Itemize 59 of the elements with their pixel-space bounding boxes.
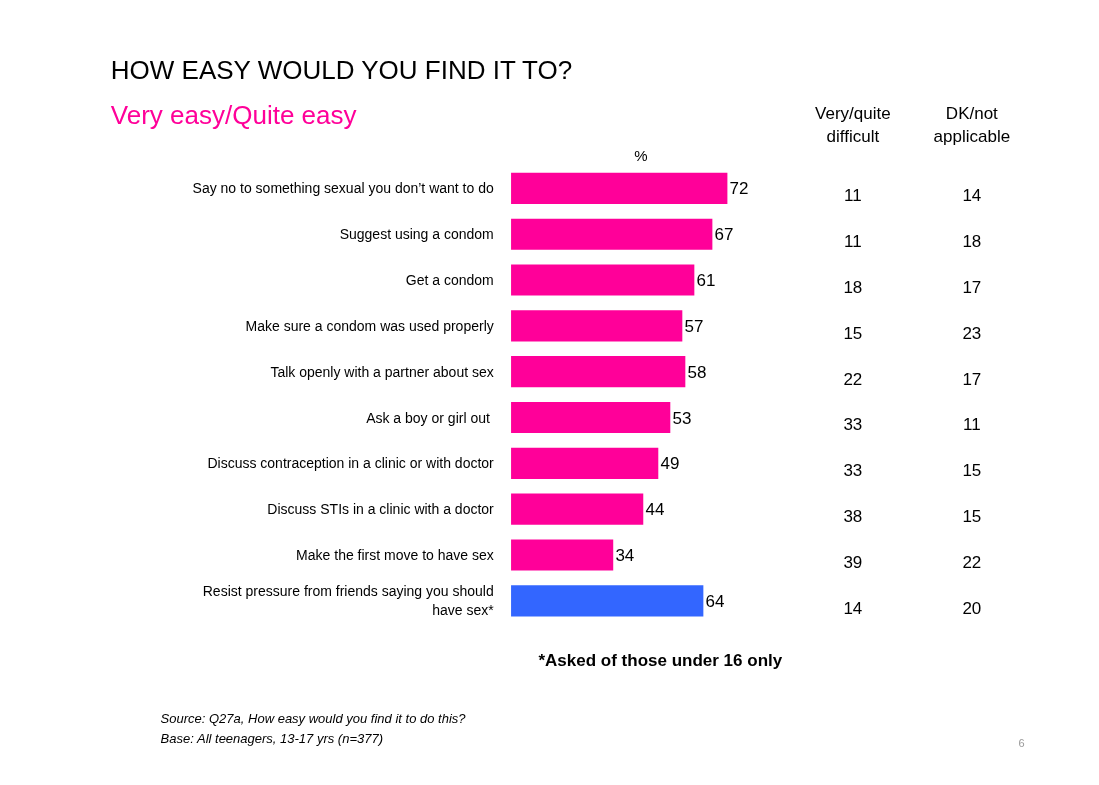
text: 23 — [962, 323, 982, 343]
text: 22 — [843, 369, 863, 389]
text: 11 — [963, 415, 981, 435]
text: DK/not applicable — [933, 104, 1011, 147]
chart-title: HOW EASY WOULD YOU FIND IT TO? — [110, 55, 573, 86]
text: 14 — [843, 598, 863, 618]
data-label: 72 — [729, 179, 749, 199]
text: 18 — [962, 232, 982, 252]
y-tick-label: Say no to something sexual you don’t want to do — [192, 180, 494, 197]
y-tick-label: Ask a boy or girl out — [366, 409, 490, 426]
text: Base: All teenagers, 13-17 yrs (n=377) — [160, 730, 384, 746]
text: 15 — [843, 323, 863, 343]
text: 20 — [962, 598, 982, 618]
text: Very easy/Quite easy — [110, 100, 357, 131]
bar — [511, 401, 671, 434]
bar — [511, 310, 683, 342]
data-label: 58 — [687, 362, 707, 382]
y-tick-label: Resist pressure from friends saying you should have sex* — [202, 583, 495, 619]
data-label: 64 — [705, 591, 725, 611]
data-label: 57 — [684, 316, 704, 336]
bar — [511, 264, 695, 296]
bar — [511, 356, 686, 388]
text: 15 — [962, 461, 982, 481]
text: 11 — [844, 186, 862, 206]
text: 17 — [962, 369, 982, 389]
text: Very/quite difficult — [815, 104, 891, 147]
text: 33 — [843, 461, 863, 481]
bar — [511, 493, 644, 525]
bar — [511, 172, 728, 204]
text: 22 — [962, 552, 982, 572]
bar — [511, 218, 713, 250]
bar — [511, 447, 659, 479]
text: 14 — [962, 186, 982, 206]
y-tick-label: Talk openly with a partner about sex — [270, 363, 494, 380]
text: 11 — [844, 232, 862, 252]
text: 39 — [843, 552, 863, 572]
text: 6 — [1018, 736, 1025, 749]
y-tick-label: Make the first move to have sex — [296, 547, 494, 563]
bar — [511, 539, 614, 571]
text: 33 — [843, 415, 863, 435]
data-label: 61 — [696, 271, 716, 291]
y-tick-label: Get a condom — [405, 272, 494, 289]
y-tick-label: Discuss contraception in a clinic or with doctor — [207, 455, 495, 472]
text: 38 — [843, 507, 863, 527]
y-tick-label: Make sure a condom was used properly — [245, 317, 494, 334]
source-note: Source: Q27a, How easy would you find it to do this? — [160, 711, 467, 727]
text: 18 — [843, 277, 863, 297]
text: *Asked of those under 16 only — [538, 650, 783, 670]
bar — [511, 585, 704, 617]
x-axis-title: % — [634, 146, 648, 164]
text: 17 — [962, 277, 982, 297]
y-tick-label: Discuss STIs in a clinic with a doctor — [267, 501, 495, 518]
text: 15 — [962, 507, 982, 527]
y-tick-label: Suggest using a condom — [339, 226, 494, 243]
data-label: 67 — [714, 225, 734, 245]
data-label: 53 — [672, 408, 692, 428]
data-label: 34 — [615, 546, 635, 565]
data-label: 44 — [645, 500, 665, 520]
data-label: 49 — [660, 454, 680, 474]
